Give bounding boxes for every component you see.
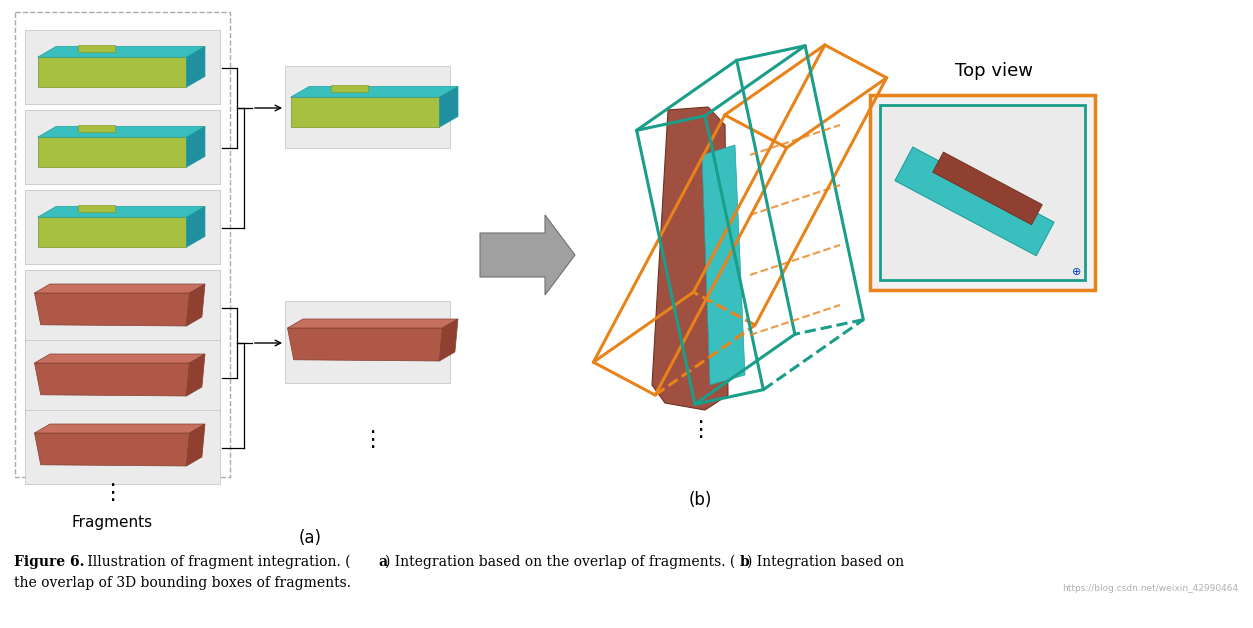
Bar <box>880 105 1085 280</box>
Text: Figure 6.: Figure 6. <box>14 555 84 569</box>
Text: ⋮: ⋮ <box>361 430 383 450</box>
Polygon shape <box>291 87 459 97</box>
Bar <box>25 110 221 184</box>
Bar <box>25 270 221 344</box>
Polygon shape <box>287 328 442 361</box>
Bar <box>25 30 221 104</box>
Bar <box>284 66 450 148</box>
Polygon shape <box>440 87 459 127</box>
Text: Fragments: Fragments <box>71 515 153 530</box>
Polygon shape <box>78 124 115 132</box>
Polygon shape <box>35 433 189 466</box>
Text: ⋮: ⋮ <box>689 420 712 440</box>
Polygon shape <box>440 319 459 361</box>
Polygon shape <box>187 424 205 466</box>
Polygon shape <box>652 107 728 410</box>
Polygon shape <box>35 293 189 326</box>
Polygon shape <box>187 354 205 396</box>
Polygon shape <box>38 207 205 217</box>
Bar <box>870 95 1095 290</box>
Text: (a): (a) <box>298 529 322 547</box>
Polygon shape <box>287 319 459 328</box>
Polygon shape <box>187 207 205 247</box>
Polygon shape <box>35 284 205 293</box>
Polygon shape <box>932 152 1042 225</box>
Text: Top view: Top view <box>955 62 1032 80</box>
Polygon shape <box>895 147 1054 256</box>
Polygon shape <box>35 424 205 433</box>
Polygon shape <box>35 363 189 396</box>
Polygon shape <box>480 215 575 295</box>
Text: https://blog.csdn.net/weixin_42990464: https://blog.csdn.net/weixin_42990464 <box>1061 584 1238 593</box>
Polygon shape <box>38 126 205 137</box>
Text: ⊕: ⊕ <box>1073 267 1081 277</box>
Polygon shape <box>187 284 205 326</box>
Text: the overlap of 3D bounding boxes of fragments.: the overlap of 3D bounding boxes of frag… <box>14 576 351 590</box>
Text: ) Integration based on the overlap of fragments. (: ) Integration based on the overlap of fr… <box>385 555 736 570</box>
Polygon shape <box>38 57 187 87</box>
Text: Illustration of fragment integration. (: Illustration of fragment integration. ( <box>83 555 351 570</box>
Bar <box>15 12 231 477</box>
Polygon shape <box>187 46 205 87</box>
Polygon shape <box>78 205 115 212</box>
Polygon shape <box>35 354 205 363</box>
Polygon shape <box>38 137 187 167</box>
Bar <box>25 190 221 264</box>
Text: b: b <box>741 555 749 569</box>
Polygon shape <box>331 85 368 92</box>
Polygon shape <box>291 97 440 127</box>
Bar <box>284 301 450 383</box>
Polygon shape <box>702 145 746 385</box>
Bar <box>25 410 221 484</box>
Text: a: a <box>378 555 387 569</box>
Polygon shape <box>38 46 205 57</box>
Text: ⋮: ⋮ <box>101 483 123 503</box>
Text: (b): (b) <box>688 491 712 509</box>
Polygon shape <box>187 126 205 167</box>
Text: ) Integration based on: ) Integration based on <box>747 555 905 570</box>
Polygon shape <box>78 45 115 51</box>
Bar <box>25 340 221 414</box>
Polygon shape <box>38 217 187 247</box>
